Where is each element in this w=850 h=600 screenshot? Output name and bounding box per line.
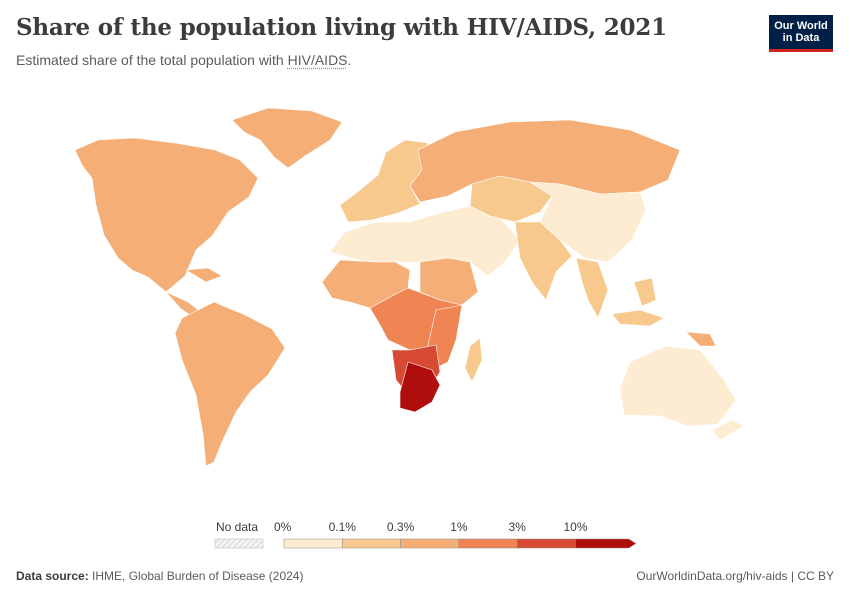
legend-bin-label: 10% <box>563 520 587 534</box>
map-region[interactable]: China & East Asia <box>529 181 647 263</box>
legend-bin-label: 3% <box>509 520 527 534</box>
legend-bin-swatch[interactable] <box>575 538 637 549</box>
owid-logo[interactable]: Our World in Data <box>769 15 833 52</box>
map-region[interactable]: Central America & Caribbean <box>185 267 223 283</box>
map-region[interactable]: Australia & New Zealand <box>711 419 745 441</box>
legend-bin-swatch[interactable] <box>458 538 518 549</box>
legend-bin-swatch[interactable] <box>283 538 343 549</box>
logo-line-1: Our World <box>774 20 828 32</box>
legend-bin-label: 0.3% <box>387 520 415 534</box>
legend-bin-swatch[interactable] <box>342 538 401 549</box>
source-text: IHME, Global Burden of Disease (2024) <box>88 569 304 583</box>
legend-bin-label: 1% <box>450 520 468 534</box>
legend-bin-label: 0.1% <box>329 520 357 534</box>
map-region[interactable]: Papua New Guinea <box>685 331 717 347</box>
subtitle-text: Estimated share of the total population … <box>16 52 288 68</box>
footer-source: Data source: IHME, Global Burden of Dise… <box>16 569 303 583</box>
logo-line-2: in Data <box>782 32 820 44</box>
legend-bin-swatch[interactable] <box>516 538 576 549</box>
legend-bin-swatch[interactable] <box>400 538 460 549</box>
legend-no-data-label: No data <box>216 520 258 534</box>
map-region[interactable]: Australia & New Zealand <box>619 345 737 427</box>
chart-title: Share of the population living with HIV/… <box>16 14 667 41</box>
map-region[interactable]: South America <box>174 301 286 467</box>
map-region[interactable]: West Africa <box>419 257 479 306</box>
source-label: Data source: <box>16 569 89 583</box>
map-region[interactable]: North Africa & Middle East <box>329 205 521 277</box>
map-region[interactable]: Central Asia <box>469 175 553 223</box>
world-map: North America (USA, Canada, Mexico) Gree… <box>74 107 745 467</box>
legend-no-data-swatch[interactable] <box>214 538 264 549</box>
map-region[interactable]: Madagascar <box>464 337 483 383</box>
map-region[interactable]: Southeast Asia <box>575 257 609 319</box>
legend-bin-label: 0% <box>274 520 292 534</box>
map-region[interactable]: Greenland <box>231 107 343 169</box>
map-region[interactable]: South Africa, Botswana, Lesotho, Eswatin… <box>399 361 441 413</box>
map-region[interactable]: Southeast Asia <box>611 309 665 327</box>
hiv-aids-term-link[interactable]: HIV/AIDS <box>287 52 348 68</box>
map-region[interactable]: North America (USA, Canada, Mexico) <box>74 137 259 293</box>
legend-bins: 0% 0.1% 0.3% 1% 3% 10% <box>274 520 637 549</box>
subtitle-period: . <box>347 52 352 68</box>
chart-subtitle: Estimated share of the total population … <box>16 52 351 68</box>
map-region[interactable]: Southeast Asia <box>633 277 657 307</box>
map-region[interactable]: India & South Asia <box>514 221 573 301</box>
footer-url[interactable]: OurWorldinData.org/hiv-aids | CC BY <box>636 569 834 583</box>
